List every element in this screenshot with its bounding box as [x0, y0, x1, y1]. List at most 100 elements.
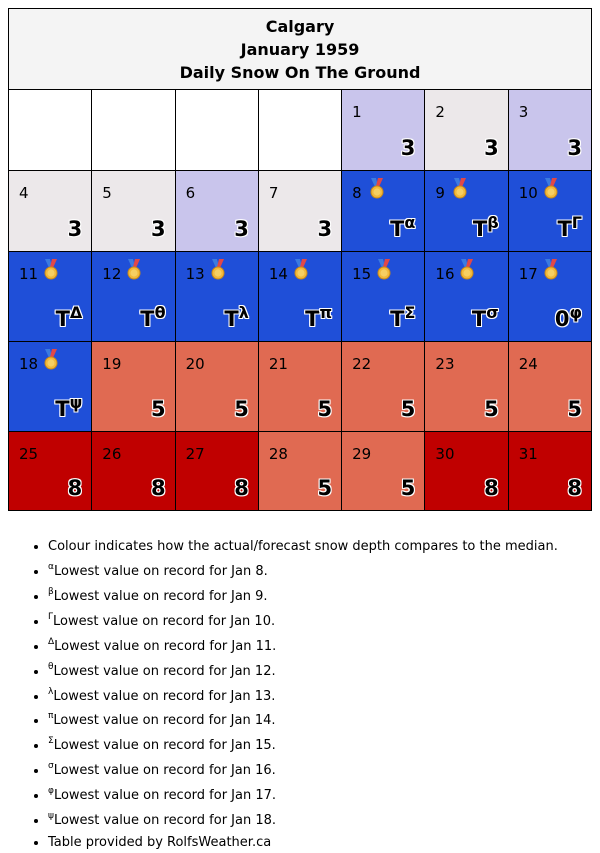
calendar-body: Calgary January 1959 Daily Snow On The G…: [7, 8, 593, 511]
medal-icon: [544, 178, 558, 199]
day-number: 13: [185, 265, 205, 283]
medal-icon: [127, 259, 141, 280]
snow-value: 5: [318, 476, 333, 500]
calendar-table: Calgary January 1959 Daily Snow On The G…: [7, 8, 593, 511]
day-cell: 13 Tλ: [174, 251, 259, 342]
note-footnote-marker: σ: [48, 761, 54, 772]
day-number: 27: [185, 445, 205, 463]
note-footnote-marker: Γ: [48, 611, 54, 622]
day-cell: 8 Tα: [341, 170, 426, 252]
snow-value-text: 8: [234, 476, 249, 500]
day-number: 23: [435, 355, 455, 373]
medal-icon: [294, 259, 308, 280]
day-cell: 18 Tψ: [7, 341, 93, 432]
medal-icon: [377, 259, 391, 280]
empty-day-cell: [257, 89, 343, 171]
note-item: αLowest value on record for Jan 8.: [48, 558, 558, 582]
note-item: σLowest value on record for Jan 16.: [48, 757, 558, 781]
note-footnote-marker: φ: [48, 786, 54, 797]
note-text: Lowest value on record for Jan 18.: [53, 813, 277, 829]
day-number: 21: [268, 355, 288, 373]
record-footnote-marker: Δ: [69, 303, 83, 322]
day-cell: 27 8: [174, 431, 259, 511]
snow-value: 5: [234, 397, 249, 421]
chart-subtitle: Daily Snow On The Ground: [179, 62, 421, 82]
week-row: 18 Tψ 19 5 20 5 21 5 22 5 23 5 24 5: [7, 341, 593, 432]
snow-value: 8: [234, 476, 249, 500]
day-cell: 25 8: [7, 431, 93, 511]
snow-value-text: 3: [67, 217, 83, 241]
note-text: Lowest value on record for Jan 15.: [53, 738, 276, 754]
day-cell: 12 Tθ: [91, 251, 176, 342]
medal-icon: [44, 349, 58, 370]
snow-value: Tσ: [472, 303, 499, 331]
snow-value-text: 3: [234, 217, 249, 241]
snow-value-text: T: [390, 217, 405, 241]
day-number: 1: [352, 103, 362, 121]
day-number: 30: [435, 445, 455, 463]
snow-value-text: 5: [484, 397, 499, 421]
note-text: Lowest value on record for Jan 13.: [53, 688, 276, 704]
snow-value-text: T: [472, 217, 488, 241]
snow-value-text: 5: [400, 397, 416, 421]
snow-value: 3: [567, 136, 582, 160]
note-item: πLowest value on record for Jan 14.: [48, 707, 558, 731]
day-cell: 19 5: [91, 341, 176, 432]
snow-value-text: 0: [554, 307, 570, 331]
snow-value-text: T: [55, 307, 70, 331]
snow-value-text: 3: [400, 136, 416, 160]
snow-value: Tλ: [224, 303, 248, 331]
note-text: Lowest value on record for Jan 9.: [53, 588, 268, 604]
snow-value-text: T: [224, 307, 239, 331]
snow-value: TΣ: [390, 303, 415, 331]
snow-value: 3: [68, 217, 83, 241]
day-number: 3: [518, 103, 529, 121]
snow-value: 5: [484, 397, 499, 421]
note-text: Lowest value on record for Jan 10.: [53, 613, 276, 629]
snow-value: 3: [401, 136, 416, 160]
day-cell: 15 TΣ: [341, 251, 426, 342]
calendar-header: Calgary January 1959 Daily Snow On The G…: [8, 8, 592, 90]
note-item: ψLowest value on record for Jan 18.: [48, 807, 558, 831]
snow-value-text: 8: [67, 476, 83, 500]
note-footnote-marker: β: [48, 586, 54, 597]
record-footnote-marker: π: [319, 303, 333, 322]
day-cell: 16 Tσ: [424, 251, 509, 342]
month-title: January 1959: [240, 39, 360, 59]
medal-icon: [460, 259, 474, 280]
note-item: θLowest value on record for Jan 12.: [48, 658, 558, 682]
note-text: Colour indicates how the actual/forecast…: [48, 539, 558, 554]
note-text: Lowest value on record for Jan 14.: [53, 713, 276, 729]
day-number: 22: [352, 355, 372, 373]
snow-value: 3: [234, 217, 249, 241]
snow-value-text: T: [557, 217, 572, 241]
snow-value: Tψ: [55, 393, 82, 421]
day-cell: 22 5: [341, 341, 426, 432]
day-cell: 10 TΓ: [507, 170, 593, 252]
snow-value-text: 5: [317, 397, 333, 421]
snow-value: Tπ: [305, 303, 332, 331]
day-cell: 20 5: [174, 341, 259, 432]
snow-value-text: 3: [150, 217, 166, 241]
note-text: Lowest value on record for Jan 16.: [53, 763, 276, 779]
medal-icon: [544, 259, 558, 280]
snow-value: 0φ: [555, 303, 582, 331]
note-footnote-marker: Σ: [48, 736, 54, 747]
note-text: Lowest value on record for Jan 12.: [53, 663, 276, 679]
day-number: 9: [435, 184, 445, 202]
snow-value-text: 5: [234, 397, 249, 421]
day-number: 4: [19, 184, 29, 202]
day-number: 25: [19, 445, 39, 463]
record-footnote-marker: ψ: [69, 393, 83, 412]
snow-value-text: T: [305, 307, 320, 331]
week-row: 11 TΔ 12 Tθ 13 Tλ 14 Tπ 15 TΣ 16 Tσ 17 0φ: [7, 251, 593, 342]
empty-day-cell: [174, 89, 259, 171]
snow-value: 5: [151, 397, 166, 421]
snow-value: 3: [151, 217, 166, 241]
note-footnote-marker: α: [48, 562, 54, 572]
day-cell: 17 0φ: [507, 251, 593, 342]
